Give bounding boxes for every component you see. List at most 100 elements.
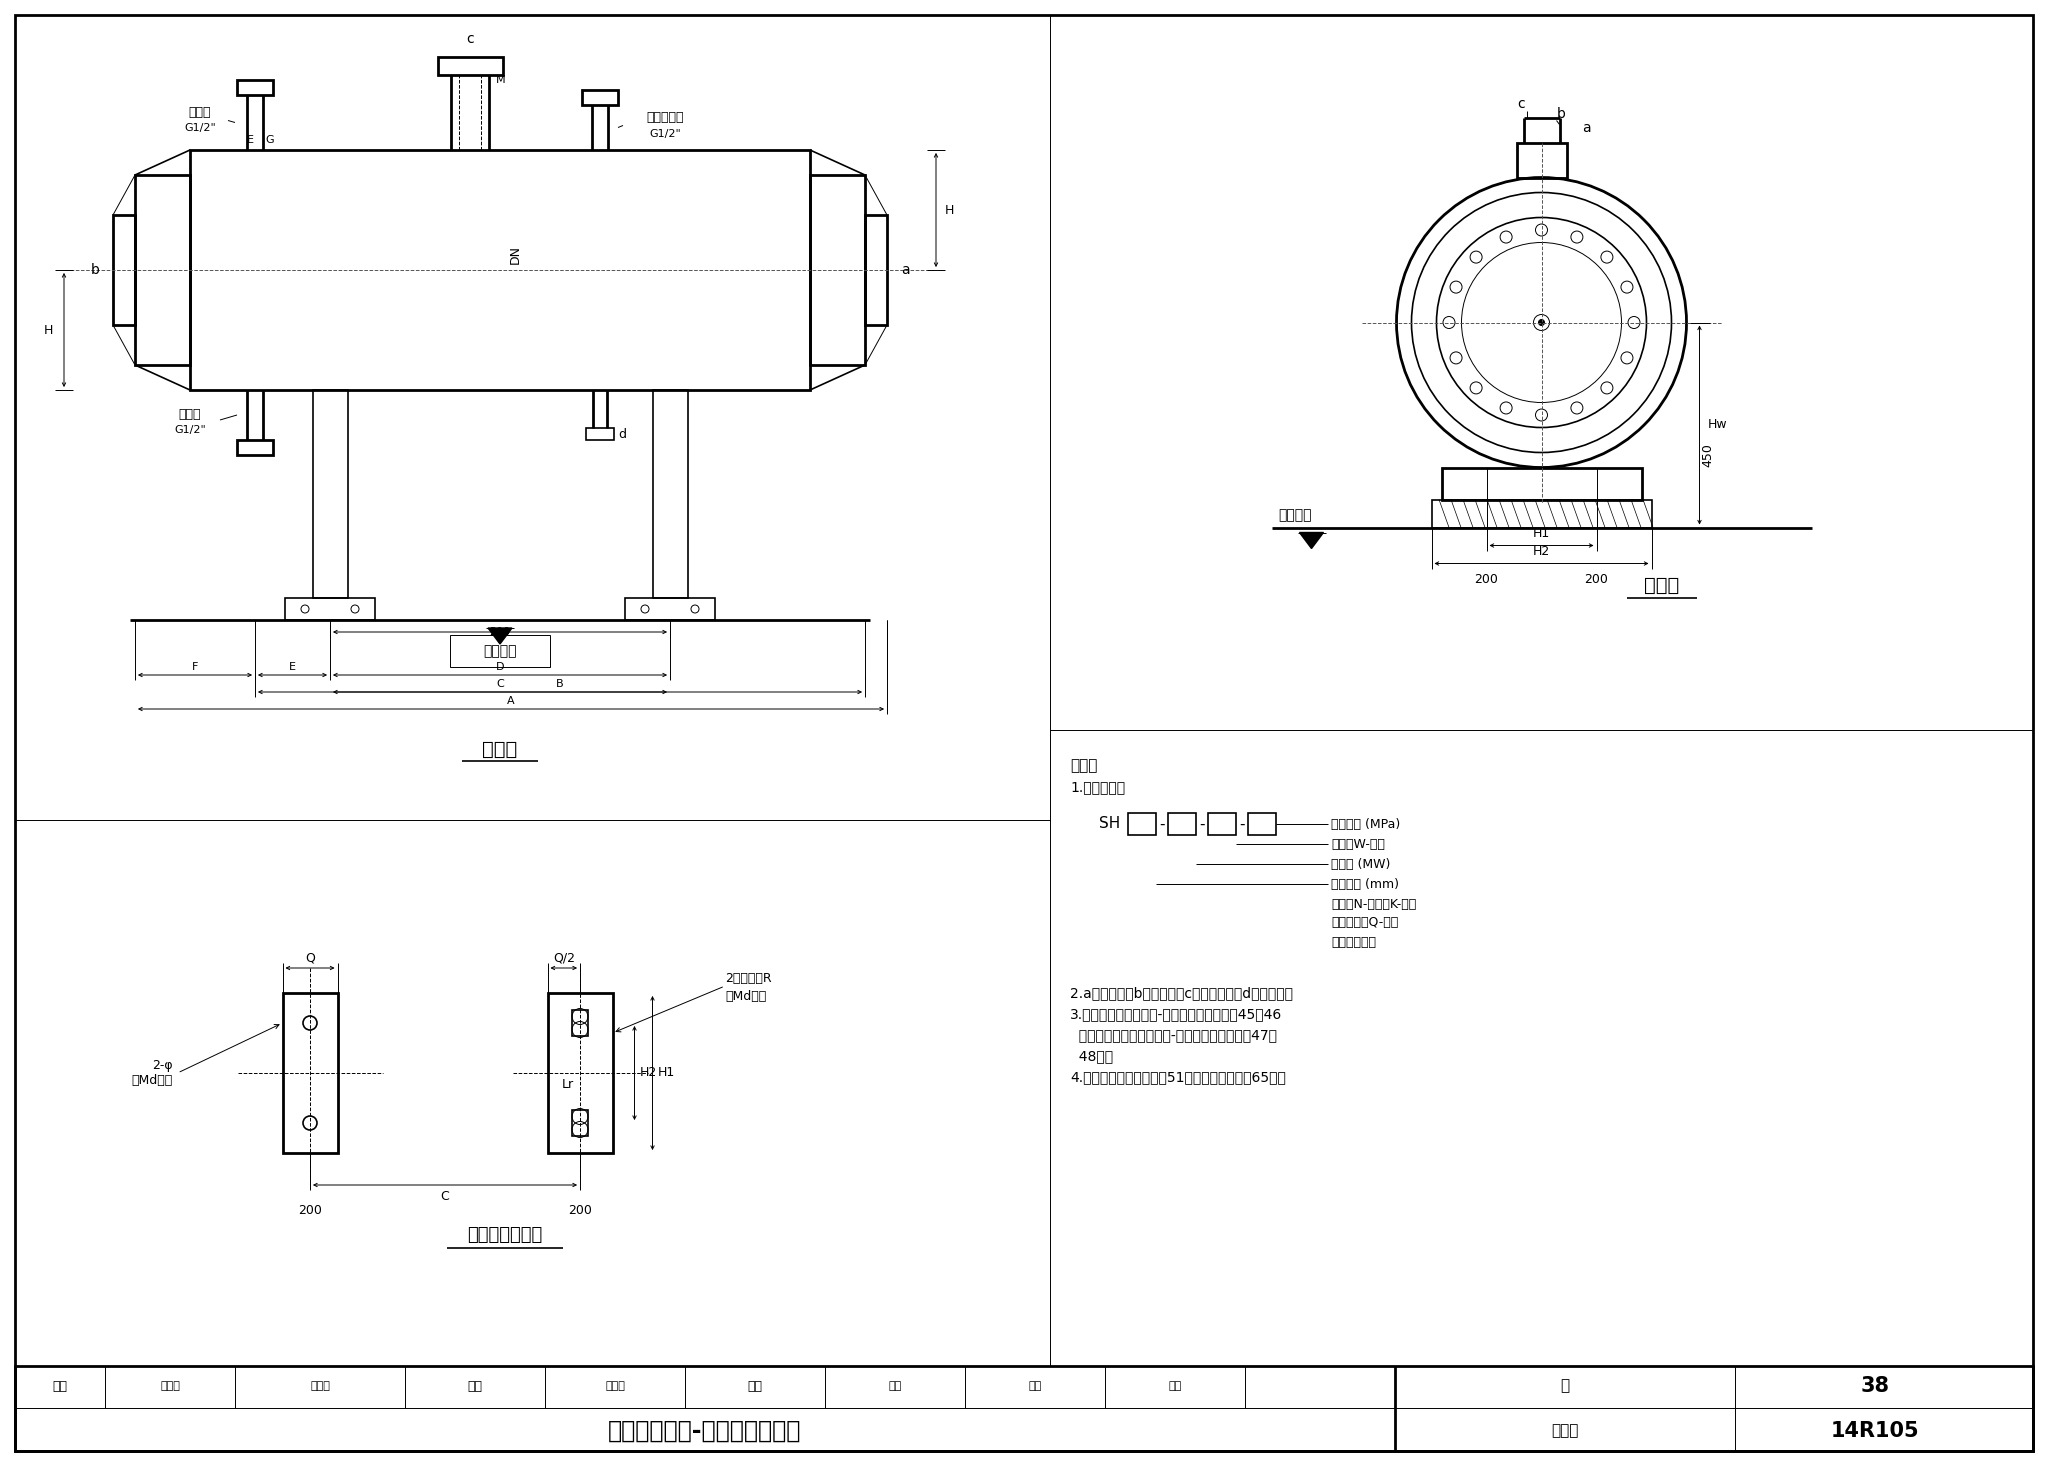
Text: 450: 450 (1702, 443, 1714, 468)
Text: G: G (266, 135, 274, 145)
Text: a: a (901, 262, 909, 277)
Bar (238, 81, 272, 95)
Text: 王丹丹: 王丹丹 (604, 1381, 625, 1391)
Text: 签名: 签名 (1028, 1381, 1042, 1391)
Text: 压力表接口: 压力表接口 (647, 111, 684, 125)
Text: 换热量 (MW): 换热量 (MW) (1331, 858, 1391, 871)
Text: 4.换热器安装尺寸参见第51页，基础图参见第65页。: 4.换热器安装尺寸参见第51页，基础图参见第65页。 (1069, 1070, 1286, 1083)
Text: d: d (618, 428, 627, 440)
Text: 图集号: 图集号 (1550, 1423, 1579, 1438)
Bar (1432, 500, 1651, 528)
Text: 用途：N-供暖；K-空调: 用途：N-供暖；K-空调 (1331, 897, 1417, 910)
Text: c: c (1518, 98, 1526, 111)
Text: -: - (1159, 817, 1165, 831)
Text: 2-φ: 2-φ (152, 1058, 172, 1072)
Text: DN: DN (508, 245, 522, 264)
Bar (14, 1366, 2034, 1451)
Text: 双纹管换热器: 双纹管换热器 (1331, 935, 1376, 949)
Bar (1516, 142, 1567, 177)
Text: B: B (557, 679, 563, 689)
Text: 日期: 日期 (1167, 1381, 1182, 1391)
Text: b: b (1556, 107, 1567, 122)
Text: E: E (289, 663, 297, 671)
Polygon shape (1300, 532, 1323, 548)
Text: D: D (496, 663, 504, 671)
Text: 孙政博: 孙政博 (309, 1381, 330, 1391)
Text: 1.型号说明：: 1.型号说明： (1069, 780, 1124, 795)
Text: 200: 200 (1585, 573, 1608, 586)
Text: H: H (944, 204, 954, 217)
Text: 3.管壳式供暖用卧式汽-水换热器尺寸参见第45、46: 3.管壳式供暖用卧式汽-水换热器尺寸参见第45、46 (1069, 1007, 1282, 1020)
Bar (864, 216, 887, 325)
Text: -: - (1200, 817, 1204, 831)
Text: G1/2": G1/2" (649, 129, 680, 138)
Text: H2: H2 (639, 1066, 657, 1079)
Text: Q/2: Q/2 (553, 951, 575, 965)
Text: 2个长圆孔R: 2个长圆孔R (725, 972, 772, 985)
Text: G1/2": G1/2" (184, 123, 215, 133)
Text: 页: 页 (1561, 1378, 1569, 1394)
Text: H1: H1 (1532, 526, 1550, 539)
Bar (1128, 814, 1155, 836)
Text: 公称直径 (mm): 公称直径 (mm) (1331, 878, 1399, 890)
Text: 室内地坪: 室内地坪 (483, 644, 516, 658)
Text: -: - (1239, 817, 1245, 831)
Text: 排水口: 排水口 (178, 409, 201, 422)
Text: 200: 200 (567, 1205, 592, 1217)
Bar (113, 216, 135, 325)
Text: 配Md螺栓: 配Md螺栓 (725, 990, 766, 1003)
Polygon shape (487, 627, 512, 644)
Text: 48页。: 48页。 (1069, 1050, 1114, 1063)
Text: Lr: Lr (561, 1079, 573, 1092)
Text: 右视图: 右视图 (1645, 576, 1679, 595)
Text: 审核: 审核 (53, 1380, 68, 1393)
Bar (811, 174, 864, 365)
Text: 说明：: 说明： (1069, 758, 1098, 773)
Text: A: A (508, 696, 514, 707)
Bar (135, 174, 190, 365)
Text: 38: 38 (1860, 1377, 1890, 1396)
Bar (653, 390, 688, 598)
Text: Hw: Hw (1708, 418, 1726, 431)
Text: 设计压力 (MPa): 设计压力 (MPa) (1331, 818, 1401, 831)
Text: SH: SH (1098, 817, 1120, 831)
Text: b: b (90, 262, 100, 277)
Text: 支座安装尺寸图: 支座安装尺寸图 (467, 1226, 543, 1245)
Text: E: E (246, 135, 254, 145)
Bar (283, 992, 338, 1152)
Text: 页；管壳式空调用卧式汽-水换热器尺寸参见第47、: 页；管壳式空调用卧式汽-水换热器尺寸参见第47、 (1069, 1028, 1278, 1042)
Text: Q: Q (305, 951, 315, 965)
Text: 管壳式卧式汽-水换热器安装图: 管壳式卧式汽-水换热器安装图 (608, 1419, 801, 1443)
Text: G1/2": G1/2" (174, 425, 207, 435)
Text: C: C (496, 679, 504, 689)
Text: M: M (496, 75, 506, 85)
Text: 14R105: 14R105 (1831, 1421, 1919, 1441)
Bar (582, 89, 618, 106)
Text: 冯继蕾: 冯继蕾 (160, 1381, 180, 1391)
Bar (313, 390, 348, 598)
Bar (438, 57, 502, 75)
Bar (547, 992, 612, 1152)
Bar (586, 428, 614, 440)
Bar (1167, 814, 1196, 836)
Text: 校对: 校对 (467, 1380, 483, 1393)
Text: C: C (440, 1190, 449, 1204)
Text: 室内地坪: 室内地坪 (1278, 509, 1311, 522)
Text: 200: 200 (299, 1205, 322, 1217)
Text: H: H (43, 324, 53, 337)
Text: 立面图: 立面图 (483, 739, 518, 758)
Text: 型式：W-卧式: 型式：W-卧式 (1331, 837, 1384, 850)
Text: 刘芫: 刘芫 (889, 1381, 901, 1391)
Text: H2: H2 (1532, 545, 1550, 559)
Bar (238, 440, 272, 454)
Bar (190, 150, 811, 390)
Text: 排气口: 排气口 (188, 106, 211, 119)
Bar (1247, 814, 1276, 836)
Text: 设计: 设计 (748, 1380, 762, 1393)
Bar (451, 635, 551, 667)
Bar (571, 1110, 588, 1136)
Text: H1: H1 (657, 1066, 676, 1079)
Circle shape (1538, 320, 1544, 325)
Text: 配Md螺栓: 配Md螺栓 (131, 1075, 172, 1088)
Text: c: c (467, 32, 473, 45)
